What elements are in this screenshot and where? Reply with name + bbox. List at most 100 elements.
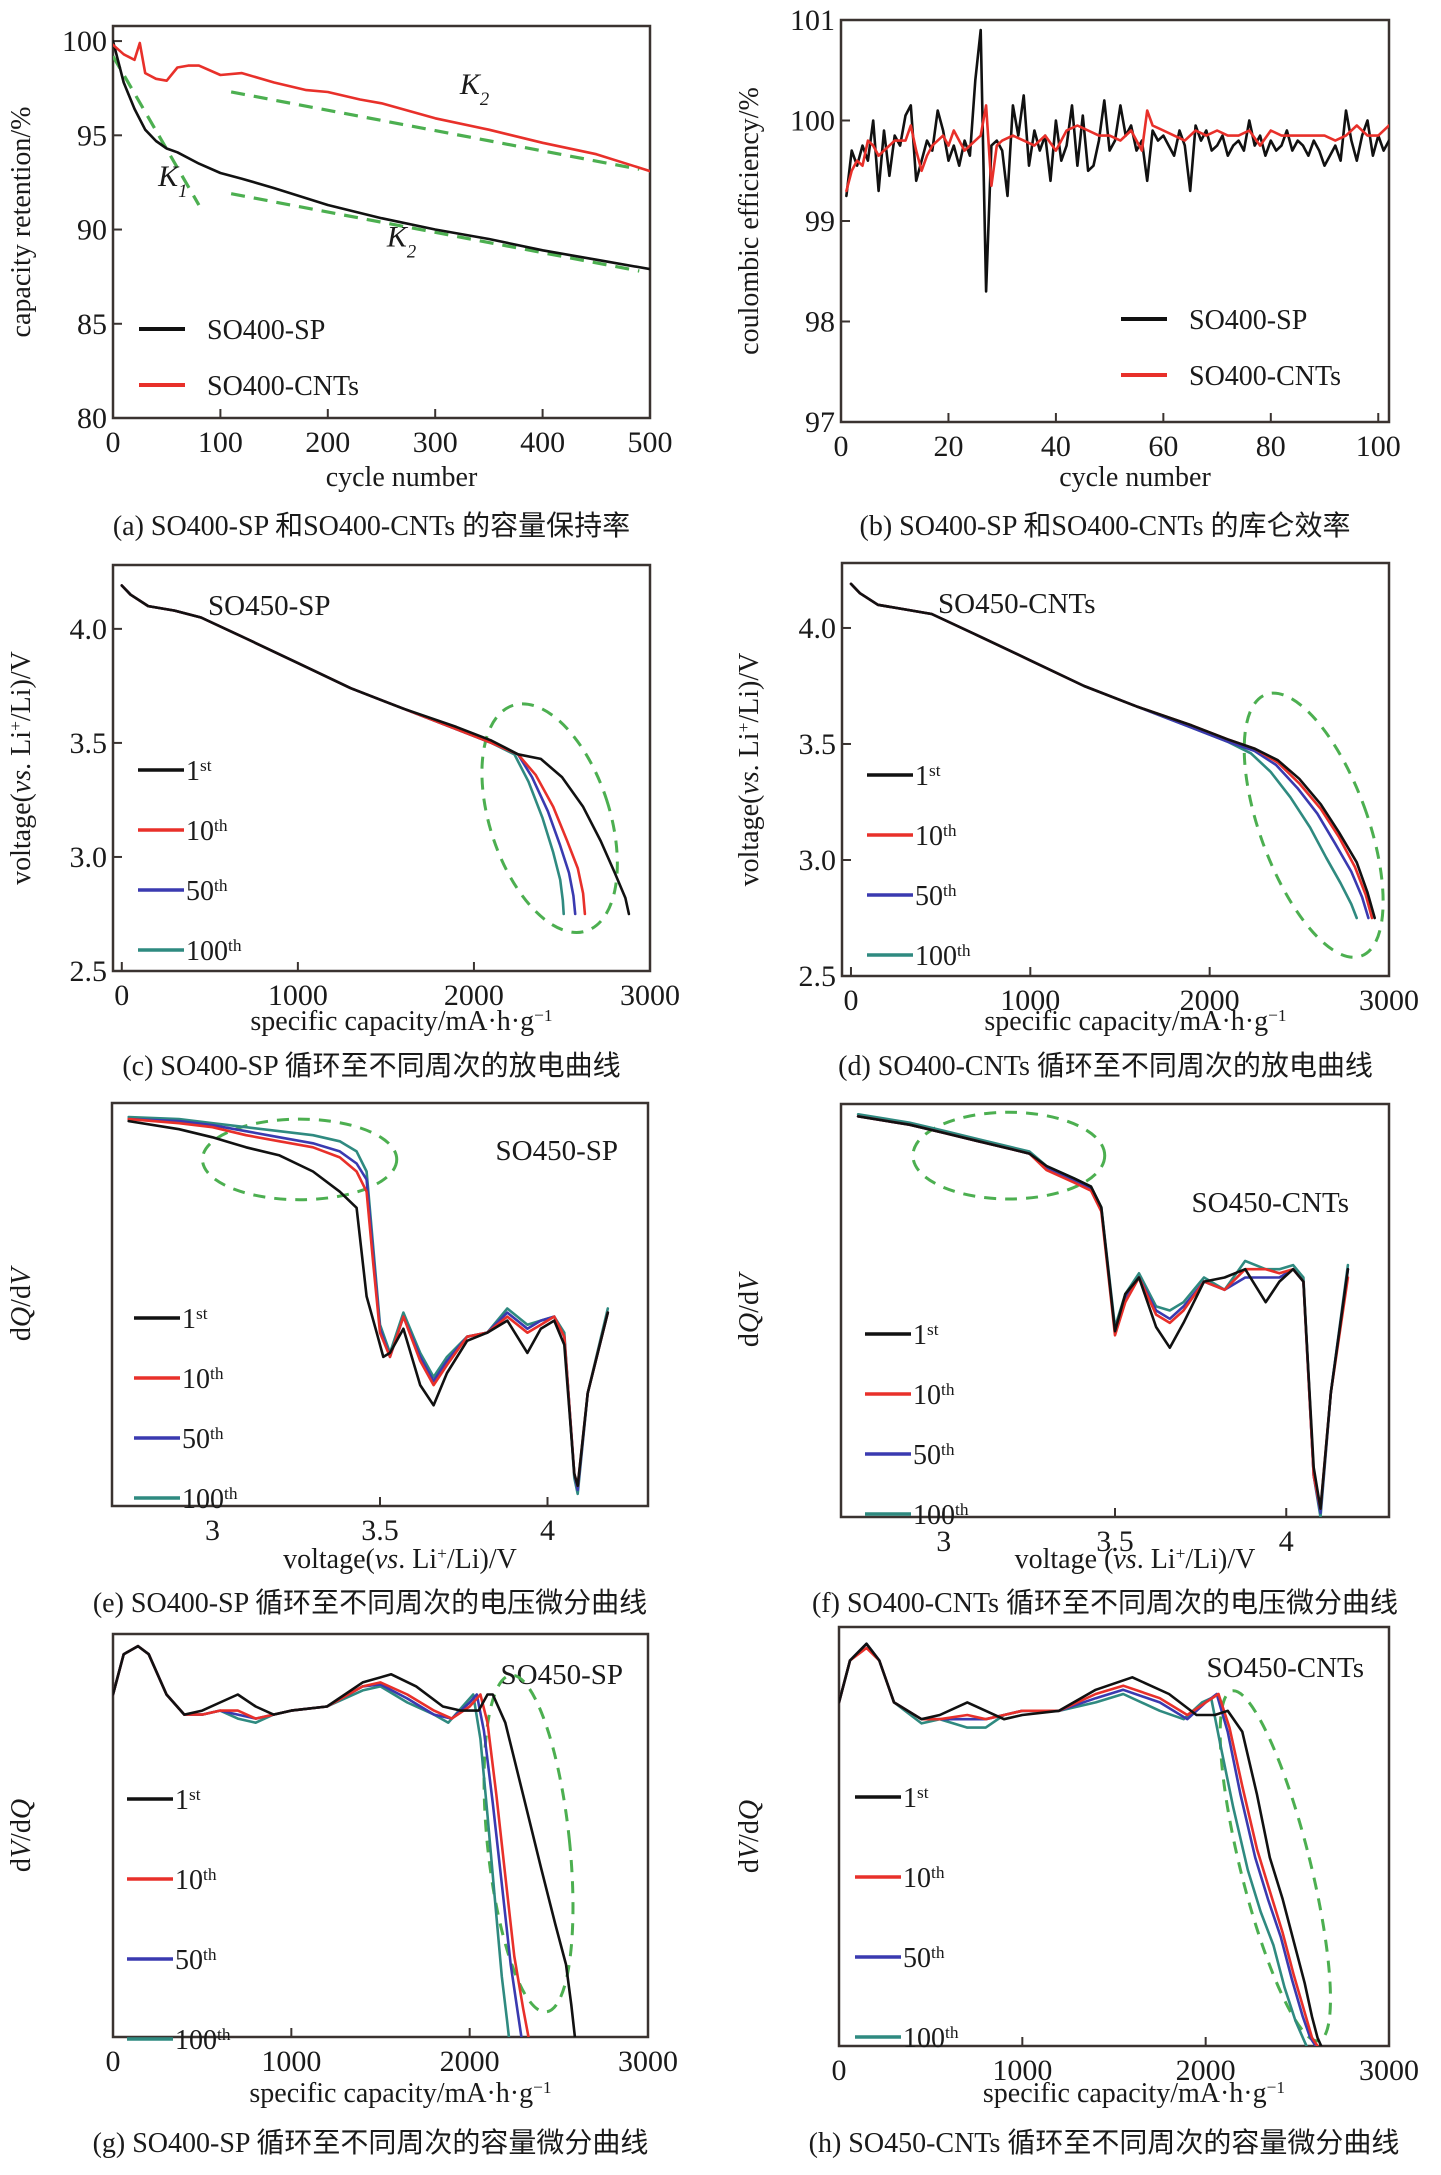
legend-label: 1st — [182, 1304, 208, 1336]
legend-label: 10th — [903, 1863, 945, 1895]
y-tick-label: 3.0 — [70, 841, 108, 874]
highlight-ellipse — [1242, 691, 1385, 959]
figure-caption: (g) SO400-SP 循环至不同周次的容量微分曲线 — [93, 2127, 649, 2159]
chart-panel-c: 0 1000 2000 3000 2.5 3.0 3.5 4.0 specific capaci… — [6, 563, 680, 1082]
legend-label: 100th — [913, 1500, 969, 1532]
x-tick-label: 1000 — [268, 979, 328, 1012]
chart-panel-h: 0 1000 2000 3000 specific capacity/mA·h·g−1 d… — [734, 1625, 1419, 2159]
x-tick-label: 3000 — [1359, 2054, 1419, 2087]
legend-label: 50th — [913, 1440, 955, 1472]
y-axis-label: dQ/dV — [734, 1271, 765, 1347]
x-tick-label: 3.5 — [361, 1514, 399, 1547]
legend-label: 50th — [182, 1424, 224, 1456]
highlight-ellipse — [482, 1673, 575, 2014]
y-tick-label: 100 — [790, 105, 835, 138]
highlight-ellipse — [911, 1110, 1107, 1201]
legend-label: 1st — [915, 761, 941, 793]
legend-label: 1st — [186, 756, 212, 788]
series-line-1st — [127, 1119, 610, 1488]
legend-label: SO400-SP — [1189, 305, 1307, 336]
series-line-100th — [856, 1113, 1350, 1517]
x-tick-label: 3 — [936, 1525, 951, 1558]
x-tick-label: 2000 — [1176, 2054, 1236, 2087]
fit-line-k2 — [230, 90, 640, 171]
series-line-100th — [120, 584, 565, 916]
plot-area — [849, 582, 1385, 959]
x-tick-label: 0 — [114, 979, 129, 1012]
plot-area — [845, 28, 1389, 293]
x-axis-label: specific capacity/mA·h·g−1 — [983, 2078, 1285, 2110]
legend-label: 100th — [175, 2025, 231, 2057]
plot-frame — [840, 561, 1391, 978]
x-axis-label: cycle number — [1059, 462, 1211, 493]
panel-title: SO450-CNTs — [1207, 1652, 1365, 1684]
plot-frame — [111, 563, 652, 973]
y-tick-label: 3.5 — [799, 728, 837, 761]
chart-panel-g: 0 1000 2000 3000 specific capacity/mA·h·g−1 d… — [6, 1632, 678, 2159]
series-line-100th — [849, 582, 1358, 920]
legend-label: 50th — [186, 876, 228, 908]
highlight-ellipse — [480, 702, 619, 934]
y-tick-label: 99 — [805, 205, 835, 238]
fit-line-k1 — [113, 55, 201, 206]
series-line-50th — [839, 1642, 1317, 2046]
figure-caption: (d) SO400-CNTs 循环至不同周次的放电曲线 — [838, 1050, 1373, 1082]
x-tick-label: 40 — [1041, 430, 1071, 463]
legend-label: 100th — [903, 2023, 959, 2055]
legend-label: 100th — [182, 1484, 238, 1516]
y-tick-label: 100 — [62, 25, 107, 58]
x-tick-label: 200 — [305, 426, 350, 459]
x-tick-label: 1000 — [992, 2054, 1052, 2087]
x-tick-label: 0 — [843, 984, 858, 1017]
x-tick-label: 0 — [106, 2045, 121, 2078]
legend-label: 1st — [913, 1320, 939, 1352]
y-tick-label: 98 — [805, 306, 835, 339]
chart-panel-a: 0 100 200 300 400 500 80 85 90 95 100 cycle number c… — [6, 24, 673, 542]
y-axis-label: coulombic efficiency/% — [734, 87, 765, 355]
legend: 1st 10th 50th 100th — [867, 761, 971, 973]
y-axis-label: capacity retention/% — [6, 107, 37, 338]
figure-caption: (b) SO400-SP 和SO400-CNTs 的库仑效率 — [860, 510, 1351, 542]
series-line-10th — [127, 1117, 610, 1488]
x-tick-label: 2000 — [440, 2045, 500, 2078]
legend: 1st 10th 50th 100th — [134, 1304, 238, 1516]
figure-caption: (e) SO400-SP 循环至不同周次的电压微分曲线 — [93, 1587, 647, 1619]
figure-caption: (c) SO400-SP 循环至不同周次的放电曲线 — [122, 1050, 620, 1082]
y-tick-label: 85 — [77, 308, 107, 341]
legend-label: 10th — [186, 816, 228, 848]
plot-area — [127, 1115, 610, 1496]
x-tick-label: 100 — [198, 426, 243, 459]
x-tick-label: 80 — [1256, 430, 1286, 463]
series-line-so400-sp — [113, 39, 650, 271]
x-axis-label: specific capacity/mA·h·g−1 — [250, 1006, 552, 1038]
legend: 1st 10th 50th 100th — [138, 756, 242, 967]
legend-label: 10th — [913, 1380, 955, 1412]
series-line-1st — [839, 1642, 1323, 2046]
y-tick-label: 3.5 — [70, 727, 108, 760]
y-tick-label: 3.0 — [799, 844, 837, 877]
panel-title: SO450-CNTs — [1192, 1187, 1350, 1219]
legend: 1st 10th 50th 100th — [855, 1783, 959, 2055]
x-tick-label: 1000 — [261, 2045, 321, 2078]
y-axis-label: dV/dQ — [734, 1800, 765, 1873]
legend-label: 50th — [903, 1943, 945, 1975]
y-tick-label: 101 — [790, 4, 835, 37]
panel-title: SO450-SP — [208, 590, 331, 622]
panel-title: SO450-SP — [496, 1135, 619, 1167]
plot-area — [113, 39, 650, 273]
x-tick-label: 300 — [413, 426, 458, 459]
y-tick-label: 2.5 — [70, 955, 108, 988]
x-tick-label: 3000 — [620, 979, 680, 1012]
y-tick-label: 2.5 — [799, 960, 837, 993]
highlight-ellipse — [200, 1117, 399, 1202]
plot-area — [856, 1110, 1350, 1517]
x-tick-label: 3.5 — [1096, 1525, 1134, 1558]
legend-label: 100th — [915, 941, 971, 973]
legend-label: 10th — [182, 1364, 224, 1396]
panel-title: SO450-CNTs — [938, 588, 1096, 620]
series-line-10th — [120, 584, 587, 916]
fit-line-k2 — [230, 192, 640, 273]
legend-label: 50th — [915, 881, 957, 913]
figure-caption: (f) SO400-CNTs 循环至不同周次的电压微分曲线 — [812, 1587, 1398, 1619]
legend-label: 10th — [915, 821, 957, 853]
